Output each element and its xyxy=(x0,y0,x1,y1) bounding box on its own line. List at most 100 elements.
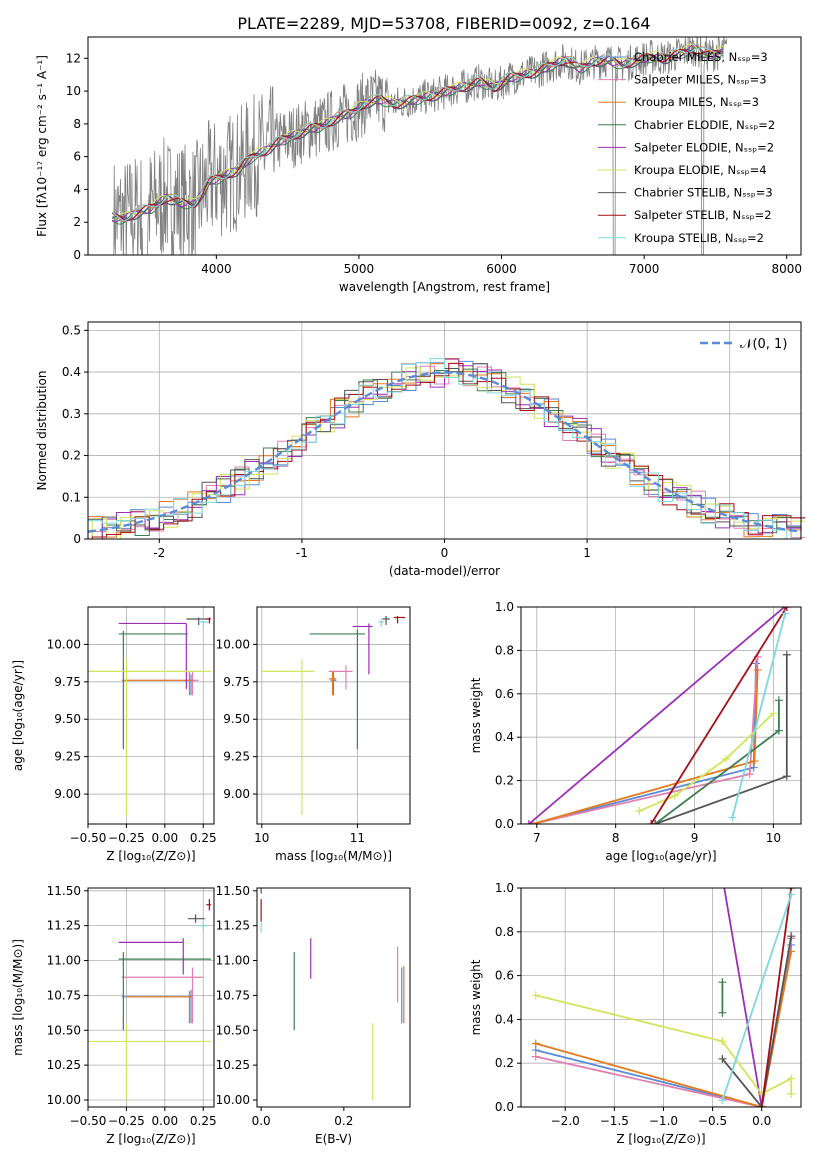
panel-weight-vs-Z: −2.0 −1.5 −1.0 −0.5 0.0 0.0 0.2 0.4 0.6 0.8 1.0 Z [… xyxy=(469,873,802,1146)
y-tick-label: 0.4 xyxy=(62,365,81,379)
y-axis-label: Flux [fλ10⁻¹⁷ erg cm⁻² s⁻¹ A⁻¹] xyxy=(35,55,49,237)
y-tick-label: 9.75 xyxy=(223,675,250,689)
axes-frame xyxy=(520,887,802,1108)
y-tick-label: 10.25 xyxy=(47,1058,81,1072)
y-tick-label: 10.50 xyxy=(216,1023,250,1037)
y-tick-label: 10.50 xyxy=(47,1023,81,1037)
x-tick-label: 0.00 xyxy=(151,1114,178,1128)
weight-marker xyxy=(769,709,778,718)
y-tick-label: 6 xyxy=(73,150,81,164)
weight-marker xyxy=(774,726,783,735)
axes-frame xyxy=(87,887,215,1108)
plot-area xyxy=(261,615,406,816)
y-tick-label: 2 xyxy=(73,215,81,229)
y-tick-label: 10.25 xyxy=(216,1058,250,1072)
y-tick-label: 0.2 xyxy=(495,1056,514,1070)
x-tick-label: 0.25 xyxy=(190,1114,217,1128)
y-axis-label: Normed distribution xyxy=(35,371,49,491)
legend-label: 𝒩(0, 1) xyxy=(740,337,787,352)
plot-area xyxy=(111,37,728,255)
legend-label: Chabrier ELODIE, Nₛₛₚ=2 xyxy=(634,118,775,132)
x-tick-label: −0.50 xyxy=(70,1114,107,1128)
weight-marker xyxy=(531,1039,540,1048)
weight-marker xyxy=(745,770,754,779)
weight-marker xyxy=(722,754,731,763)
y-tick-label: 0.8 xyxy=(495,643,514,657)
weight-marker xyxy=(728,813,737,822)
legend-label: Chabrier STELIB, Nₛₛₚ=3 xyxy=(634,186,773,200)
figure-title: PLATE=2289, MJD=53708, FIBERID=0092, z=0… xyxy=(237,14,650,33)
weight-marker xyxy=(787,890,796,899)
x-tick-label: 10 xyxy=(766,831,781,845)
y-tick-label: 10.00 xyxy=(216,1093,250,1107)
x-tick-label: −0.5 xyxy=(698,1114,727,1128)
x-tick-label: 7 xyxy=(533,831,541,845)
y-tick-label: 0.4 xyxy=(495,730,514,744)
weight-marker xyxy=(718,978,727,987)
y-tick-label: 10.75 xyxy=(47,988,81,1002)
x-tick-label: 5000 xyxy=(344,262,375,276)
y-tick-label: 0.8 xyxy=(495,925,514,939)
y-tick-label: 9.00 xyxy=(54,787,81,801)
y-tick-label: 10 xyxy=(66,84,81,98)
y-tick-label: 9.25 xyxy=(223,750,250,764)
x-tick-label: 1 xyxy=(583,546,591,560)
y-axis-label: mass weight xyxy=(469,677,483,753)
weight-line xyxy=(528,607,785,824)
x-axis-label: mass [log₁₀(M/M⊙)] xyxy=(275,849,392,863)
x-tick-label: 4000 xyxy=(201,262,232,276)
weight-marker xyxy=(531,991,540,1000)
weight-line xyxy=(532,669,759,824)
weight-marker xyxy=(787,1089,796,1098)
axes-frame xyxy=(256,606,411,825)
panel-mass-vs-Z: −0.50 −0.25 0.00 0.25 10.00 10.25 10.50 10.75 11… xyxy=(11,884,217,1146)
weight-marker xyxy=(647,820,656,824)
y-tick-label: 0 xyxy=(73,532,81,546)
y-tick-label: 0.2 xyxy=(495,774,514,788)
weight-marker xyxy=(787,1074,796,1083)
x-axis-label: Z [log₁₀(Z/Z⊙)] xyxy=(106,849,195,863)
plot-area xyxy=(88,899,211,1101)
weight-marker xyxy=(782,607,791,611)
panel-weight-vs-age: 7 8 9 10 0.0 0.2 0.4 0.6 0.8 1.0 age [log₁₀(age/yr… xyxy=(469,600,802,863)
weight-marker xyxy=(782,772,791,781)
x-axis-label: age [log₁₀(age/yr)] xyxy=(605,849,716,863)
panel-spectrum: 4000 5000 6000 7000 8000 0 2 4 6 8 10 12 wavelength … xyxy=(35,36,802,294)
y-tick-label: 8 xyxy=(73,117,81,131)
model-line xyxy=(111,46,724,222)
weight-line xyxy=(535,951,793,1107)
plot-area xyxy=(87,357,806,540)
y-tick-label: 10.00 xyxy=(47,1093,81,1107)
legend-label: Salpeter STELIB, Nₛₛₚ=2 xyxy=(634,208,772,222)
weight-marker xyxy=(782,650,791,659)
y-tick-label: 0.5 xyxy=(62,323,81,337)
weight-marker xyxy=(718,1096,727,1105)
weight-marker xyxy=(757,1103,766,1107)
x-tick-label: -1 xyxy=(296,546,308,560)
x-tick-label: 2 xyxy=(726,546,734,560)
x-tick-label: 11 xyxy=(350,831,365,845)
y-tick-label: 0.3 xyxy=(62,407,81,421)
y-tick-label: 0.2 xyxy=(62,449,81,463)
y-tick-label: 0.6 xyxy=(495,687,514,701)
x-axis-label: E(B-V) xyxy=(315,1132,352,1146)
weight-marker xyxy=(750,757,759,766)
y-tick-label: 9.75 xyxy=(54,675,81,689)
x-tick-label: −0.25 xyxy=(108,1114,145,1128)
normal-curve xyxy=(87,371,802,533)
plot-area xyxy=(88,617,211,816)
weight-line xyxy=(721,894,793,1101)
y-tick-label: 9.25 xyxy=(54,750,81,764)
weight-marker xyxy=(718,873,726,881)
y-axis-label: age [log₁₀(age/yr)] xyxy=(11,660,25,771)
y-tick-label: 11.25 xyxy=(216,919,250,933)
x-tick-label: 10 xyxy=(254,831,269,845)
x-tick-label: 9 xyxy=(691,831,699,845)
x-tick-label: −1.5 xyxy=(600,1114,629,1128)
legend-label: Kroupa STELIB, Nₛₛₚ=2 xyxy=(634,231,764,245)
weight-marker xyxy=(753,665,762,674)
legend-label: Kroupa MILES, Nₛₛₚ=3 xyxy=(634,95,759,109)
y-tick-label: 10.75 xyxy=(216,988,250,1002)
y-tick-label: 4 xyxy=(73,182,81,196)
x-axis-label: wavelength [Angstrom, rest frame] xyxy=(339,280,550,294)
